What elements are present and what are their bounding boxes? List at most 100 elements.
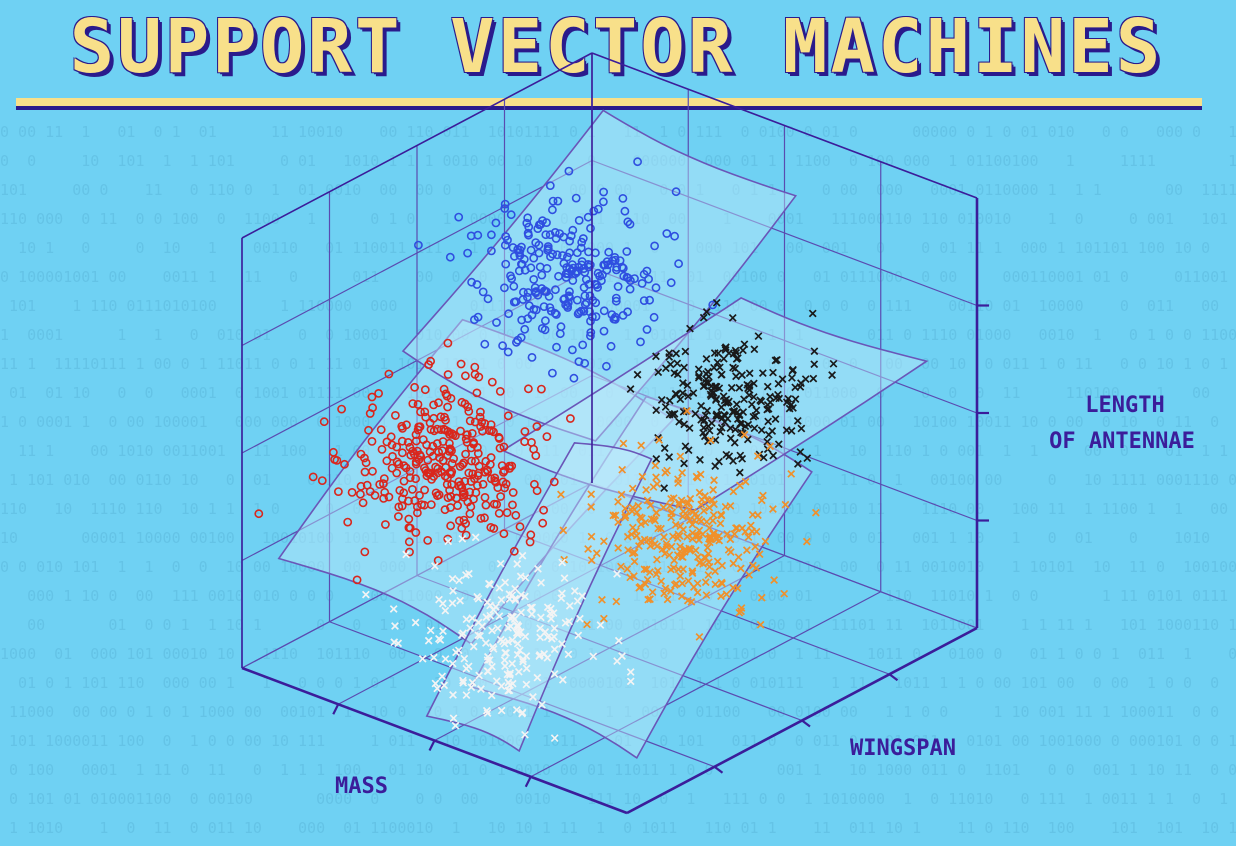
data-point	[655, 436, 664, 444]
data-point	[694, 365, 703, 374]
data-point	[568, 345, 577, 355]
data-point	[415, 422, 425, 432]
data-point	[508, 636, 517, 645]
data-point	[417, 500, 426, 509]
data-point	[739, 346, 747, 355]
data-point	[428, 441, 438, 451]
data-point	[621, 504, 630, 513]
data-point	[699, 506, 708, 515]
data-point	[613, 282, 623, 291]
data-point	[439, 424, 449, 434]
data-point	[465, 416, 475, 426]
data-point	[549, 477, 559, 487]
data-point	[524, 222, 534, 232]
data-point	[744, 420, 753, 429]
data-point	[534, 564, 542, 573]
data-point	[408, 399, 418, 408]
data-point	[501, 578, 510, 587]
data-point	[404, 496, 413, 506]
data-point	[520, 427, 530, 436]
data-point	[550, 308, 560, 318]
data-point	[684, 392, 692, 401]
data-point	[397, 448, 407, 458]
data-point	[676, 522, 685, 531]
data-point	[519, 287, 528, 297]
data-point	[430, 562, 439, 570]
data-point	[517, 315, 527, 325]
data-point	[489, 605, 498, 614]
data-point	[550, 632, 558, 641]
data-point	[694, 373, 703, 382]
data-point	[732, 372, 740, 381]
data-point	[421, 466, 431, 475]
data-point	[611, 511, 620, 520]
data-point	[676, 547, 685, 556]
data-point	[352, 575, 362, 585]
data-point	[667, 513, 676, 522]
data-point	[566, 414, 575, 423]
data-point	[612, 597, 621, 606]
data-point	[681, 442, 690, 451]
data-point	[422, 471, 432, 481]
data-point	[461, 530, 471, 540]
data-point	[457, 397, 467, 407]
data-point	[667, 542, 676, 551]
data-point	[621, 511, 630, 520]
data-point	[773, 355, 781, 364]
data-point	[666, 501, 674, 510]
data-point	[503, 235, 512, 245]
floor-grid-line	[530, 591, 882, 778]
data-point	[729, 457, 738, 465]
data-point	[651, 461, 660, 470]
data-point	[709, 388, 718, 397]
data-point	[473, 471, 483, 480]
data-point	[736, 564, 745, 573]
data-point	[446, 503, 455, 512]
data-point	[704, 571, 713, 579]
data-point	[604, 247, 614, 257]
data-point	[499, 283, 509, 293]
data-point	[476, 632, 484, 640]
data-point	[732, 400, 741, 409]
data-point	[717, 423, 726, 432]
data-point	[468, 614, 477, 623]
data-point	[574, 357, 584, 366]
data-point	[492, 677, 501, 686]
data-point	[749, 412, 758, 421]
data-point	[458, 460, 467, 470]
data-point	[545, 303, 555, 312]
data-point	[524, 230, 533, 240]
data-point	[745, 382, 754, 390]
decision-surfaces	[277, 109, 929, 760]
data-point	[633, 370, 642, 379]
data-point	[463, 497, 473, 507]
data-point	[657, 577, 666, 586]
data-point	[474, 594, 483, 603]
data-point	[722, 590, 731, 599]
data-point	[749, 393, 758, 401]
data-point	[439, 384, 449, 394]
data-point	[679, 379, 687, 387]
data-point	[637, 520, 645, 529]
data-point	[586, 331, 595, 341]
data-point	[464, 406, 474, 416]
data-point	[541, 316, 550, 326]
data-point	[573, 597, 582, 606]
data-point	[420, 385, 430, 395]
data-point	[683, 381, 692, 390]
data-point	[541, 627, 550, 636]
data-point	[705, 426, 714, 435]
data-point	[566, 231, 576, 241]
data-point	[769, 451, 778, 460]
data-point	[741, 477, 750, 486]
data-point	[628, 484, 637, 493]
data-point	[493, 624, 502, 633]
z-axis-label-line2: OF ANTENNAE	[1049, 429, 1195, 454]
data-point	[710, 476, 718, 485]
data-point	[599, 306, 609, 316]
data-point	[801, 375, 810, 384]
data-point	[447, 446, 456, 456]
data-point	[689, 583, 698, 591]
data-point	[440, 412, 449, 422]
